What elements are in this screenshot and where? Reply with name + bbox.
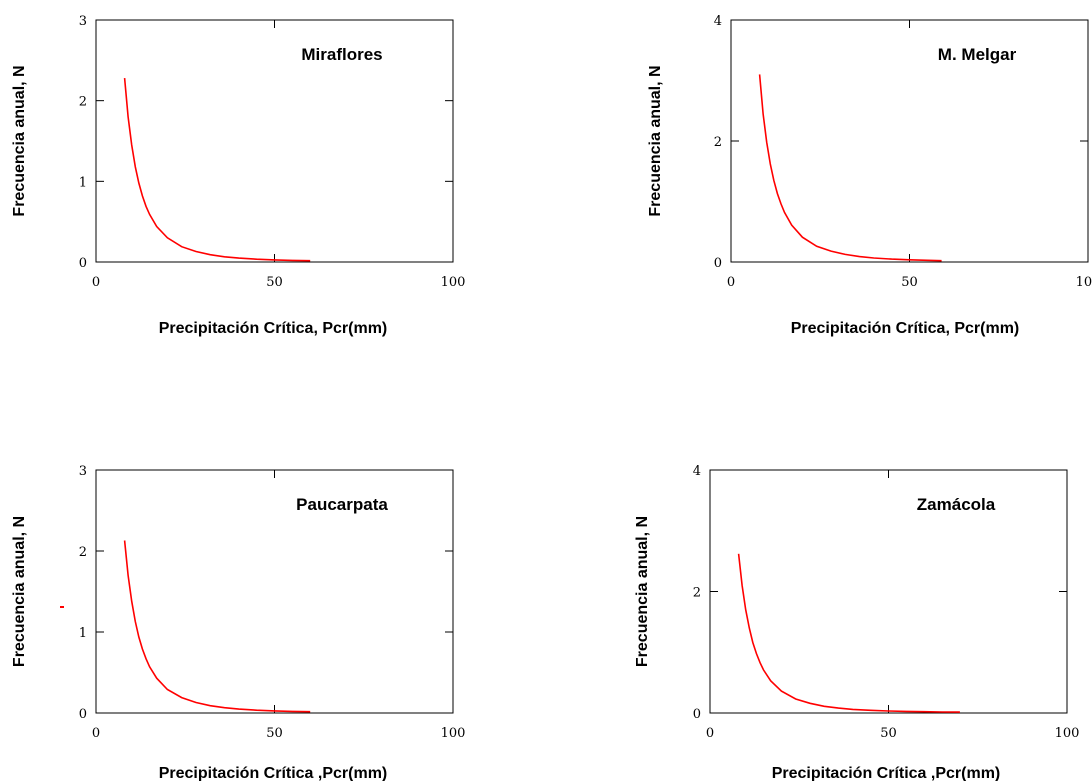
panel-title: Miraflores <box>301 45 382 64</box>
x-axis-label: Precipitación Crítica ,Pcr(mm) <box>159 765 388 781</box>
y-tick-label: 2 <box>79 545 87 560</box>
plot-frame-2 <box>730 19 1089 263</box>
x-tick-label: 100 <box>441 275 466 290</box>
x-tick-label: 0 <box>92 275 100 290</box>
series-line <box>123 78 311 262</box>
plot-frame-1 <box>95 19 454 263</box>
y-tick-label: 4 <box>714 14 722 29</box>
x-tick-label: 50 <box>901 275 918 290</box>
y-tick-label: 2 <box>714 135 722 150</box>
x-tick-label: 50 <box>266 726 283 741</box>
y-tick-label: 3 <box>79 464 87 479</box>
x-axis-label: Precipitación Crítica, Pcr(mm) <box>791 320 1020 337</box>
series-line <box>758 74 942 262</box>
x-tick-label: 50 <box>880 726 897 741</box>
panel-title: M. Melgar <box>938 45 1017 64</box>
y-axis-label: Frecuencia anual, N <box>647 65 664 216</box>
x-tick-label: 100 <box>1055 726 1080 741</box>
x-tick-label: 100 <box>441 726 466 741</box>
x-tick-label: 0 <box>92 726 100 741</box>
y-tick-label: 2 <box>79 95 87 110</box>
y-tick-label: 0 <box>714 256 722 271</box>
y-tick-label: 2 <box>693 586 701 601</box>
plot-frame-4 <box>709 469 1068 714</box>
y-axis-label: Frecuencia anual, N <box>11 516 28 667</box>
y-tick-label: 3 <box>79 14 87 29</box>
y-tick-label: 0 <box>79 256 87 271</box>
y-tick-label: 0 <box>693 707 701 722</box>
y-tick-label: 1 <box>79 626 87 641</box>
panel-title: Zamácola <box>917 495 996 514</box>
series-line <box>123 540 311 713</box>
plot-frame-3 <box>95 469 454 714</box>
x-axis-label: Precipitación Crítica, Pcr(mm) <box>159 320 388 337</box>
x-tick-label: 0 <box>727 275 735 290</box>
panel-title: Paucarpata <box>296 495 388 514</box>
x-axis-label: Precipitación Crítica ,Pcr(mm) <box>772 765 1001 781</box>
y-tick-label: 4 <box>693 464 701 479</box>
x-tick-label: 50 <box>266 275 283 290</box>
x-tick-label: 0 <box>706 726 714 741</box>
series-line <box>737 553 960 713</box>
y-tick-label: 0 <box>79 707 87 722</box>
y-axis-label: Frecuencia anual, N <box>11 65 28 216</box>
x-tick-label: 100 <box>1076 275 1092 290</box>
y-axis-label: Frecuencia anual, N <box>634 516 651 667</box>
y-tick-label: 1 <box>79 175 87 190</box>
